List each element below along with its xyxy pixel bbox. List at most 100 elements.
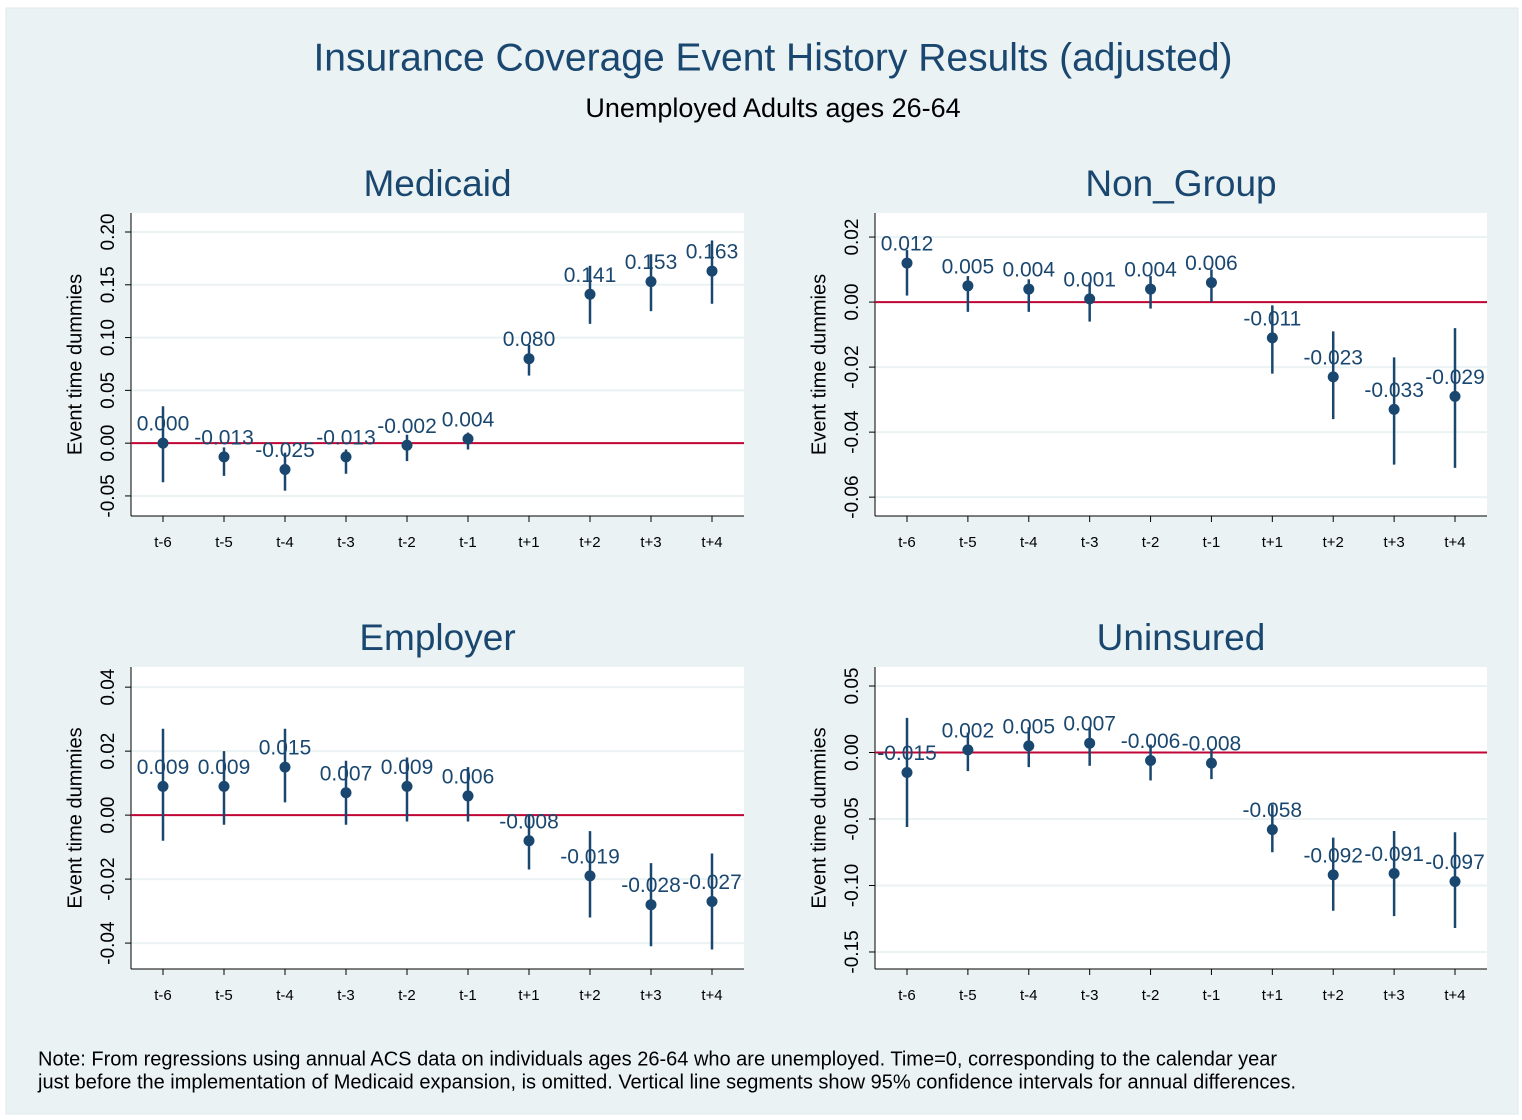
y-tick-label: -0.02 — [98, 857, 119, 900]
data-label: 0.001 — [1063, 268, 1116, 291]
point-estimate — [462, 790, 474, 802]
y-tick-label: -0.10 — [842, 864, 863, 907]
data-label: 0.004 — [442, 408, 495, 431]
y-tick-label: -0.02 — [842, 345, 863, 388]
x-tick-label: t-1 — [1203, 987, 1221, 1004]
x-tick-label: t-6 — [154, 987, 172, 1004]
figure-subtitle: Unemployed Adults ages 26-64 — [585, 93, 960, 123]
data-label: -0.008 — [1182, 733, 1242, 756]
y-tick-label: 0.00 — [842, 734, 863, 771]
figure-title: Insurance Coverage Event History Results… — [313, 36, 1232, 79]
point-estimate — [706, 895, 718, 907]
data-label: 0.012 — [881, 233, 934, 256]
data-label: -0.029 — [1425, 366, 1485, 389]
point-estimate — [157, 437, 169, 449]
data-label: -0.027 — [682, 871, 742, 894]
plot-region — [131, 667, 744, 969]
data-label: 0.000 — [137, 413, 190, 436]
x-tick-label: t+4 — [1444, 534, 1465, 551]
data-label: -0.013 — [194, 426, 254, 449]
data-label: 0.002 — [942, 719, 995, 742]
data-label: -0.006 — [1121, 730, 1181, 753]
data-label: -0.025 — [255, 439, 315, 462]
point-estimate — [1084, 737, 1096, 749]
point-estimate — [584, 288, 596, 300]
note-line: Note: From regressions using annual ACS … — [38, 1048, 1277, 1070]
point-estimate — [1023, 283, 1035, 295]
data-label: 0.004 — [1124, 259, 1177, 282]
data-label: 0.007 — [1063, 713, 1116, 736]
note-line: just before the implementation of Medica… — [37, 1071, 1296, 1093]
x-tick-label: t+4 — [1444, 987, 1465, 1004]
point-estimate — [1327, 869, 1339, 881]
y-axis-title: Event time dummies — [64, 274, 86, 455]
data-label: -0.013 — [316, 426, 376, 449]
x-tick-label: t-2 — [398, 987, 416, 1004]
x-tick-label: t-3 — [337, 534, 355, 551]
data-label: 0.080 — [503, 328, 556, 351]
y-axis-title: Event time dummies — [64, 727, 86, 908]
data-label: -0.002 — [377, 415, 437, 438]
data-label: 0.153 — [625, 251, 678, 274]
data-label: 0.009 — [137, 756, 190, 779]
x-tick-label: t-5 — [215, 534, 233, 551]
data-label: -0.028 — [621, 874, 681, 897]
x-tick-label: t-4 — [1020, 987, 1038, 1004]
point-estimate — [584, 870, 596, 882]
x-tick-label: t-1 — [459, 987, 477, 1004]
data-label: 0.015 — [259, 737, 312, 760]
data-label: -0.011 — [1243, 307, 1301, 330]
x-tick-label: t-4 — [1020, 534, 1038, 551]
data-label: 0.009 — [198, 756, 251, 779]
y-tick-label: 0.00 — [98, 425, 119, 462]
data-label: -0.015 — [877, 742, 937, 765]
point-estimate — [1145, 283, 1157, 295]
x-tick-label: t+4 — [701, 987, 722, 1004]
y-tick-label: 0.15 — [98, 266, 119, 303]
data-label: -0.091 — [1364, 843, 1424, 866]
point-estimate — [1449, 390, 1461, 402]
x-tick-label: t+3 — [1383, 987, 1404, 1004]
point-estimate — [1388, 868, 1400, 880]
point-estimate — [1449, 875, 1461, 887]
x-tick-label: t-1 — [459, 534, 477, 551]
data-label: -0.008 — [499, 810, 559, 833]
y-tick-label: 0.10 — [98, 319, 119, 356]
x-tick-label: t+1 — [1262, 534, 1283, 551]
x-tick-label: t-6 — [898, 534, 916, 551]
data-label: -0.019 — [560, 845, 620, 868]
point-estimate — [218, 780, 230, 792]
data-label: 0.141 — [564, 264, 617, 287]
point-estimate — [401, 780, 413, 792]
x-tick-label: t-3 — [337, 987, 355, 1004]
point-estimate — [1266, 332, 1278, 344]
point-estimate — [523, 353, 535, 365]
y-tick-label: 0.02 — [98, 733, 119, 770]
x-tick-label: t-1 — [1203, 534, 1221, 551]
data-label: -0.092 — [1303, 844, 1363, 867]
y-tick-label: 0.05 — [98, 372, 119, 409]
x-tick-label: t+2 — [579, 534, 600, 551]
data-label: 0.007 — [320, 762, 373, 785]
data-label: -0.023 — [1303, 346, 1363, 369]
point-estimate — [1327, 371, 1339, 383]
point-estimate — [462, 433, 474, 445]
point-estimate — [706, 265, 718, 277]
x-tick-label: t-4 — [276, 987, 294, 1004]
y-tick-label: 0.04 — [98, 668, 119, 705]
x-tick-label: t-3 — [1081, 987, 1099, 1004]
data-label: 0.004 — [1002, 259, 1055, 282]
x-tick-label: t+3 — [640, 534, 661, 551]
y-tick-label: 0.05 — [842, 668, 863, 705]
x-tick-label: t-3 — [1081, 534, 1099, 551]
point-estimate — [340, 451, 352, 463]
y-axis-title: Event time dummies — [808, 727, 830, 908]
point-estimate — [962, 744, 974, 756]
y-tick-label: -0.05 — [98, 474, 119, 517]
point-estimate — [523, 835, 535, 847]
x-tick-label: t-5 — [959, 534, 977, 551]
data-label: -0.097 — [1425, 851, 1485, 874]
point-estimate — [1205, 757, 1217, 769]
point-estimate — [645, 276, 657, 288]
y-tick-label: 0.00 — [98, 797, 119, 834]
